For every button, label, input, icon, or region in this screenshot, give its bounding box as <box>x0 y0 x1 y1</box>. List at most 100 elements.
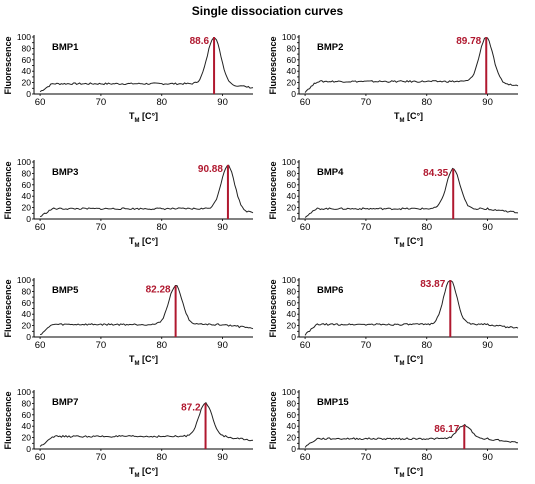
x-axis-label: TM [C°] <box>394 354 423 367</box>
y-tick-label: 40 <box>22 309 32 319</box>
x-tick-label: 70 <box>96 97 107 108</box>
y-tick-label: 40 <box>287 66 297 76</box>
y-tick-label: 20 <box>287 78 297 88</box>
x-tick-label: 90 <box>217 222 228 233</box>
y-tick-label: 40 <box>287 309 297 319</box>
y-tick-label: 20 <box>22 321 32 331</box>
x-tick-label: 60 <box>300 340 311 351</box>
x-axis-label-unit: [C°] <box>139 466 158 476</box>
y-tick-label: 0 <box>291 332 296 342</box>
dissociation-curve <box>304 167 519 218</box>
y-tick-label: 60 <box>287 410 297 420</box>
dissociation-curve <box>304 423 518 448</box>
x-axis-label: TM [C°] <box>129 236 158 249</box>
x-tick-label: 80 <box>156 340 167 351</box>
x-tick-label: 60 <box>300 97 311 108</box>
y-axis-label: Fluorescence <box>3 161 13 219</box>
y-tick-label: 40 <box>287 191 297 201</box>
y-tick-label: 100 <box>17 275 31 285</box>
dissociation-curve <box>39 37 254 93</box>
dissociation-curve <box>39 164 254 218</box>
y-tick-label: 100 <box>282 387 296 397</box>
peak-value-label: 83.87 <box>420 279 445 290</box>
y-tick-label: 0 <box>291 214 296 224</box>
x-tick-label: 90 <box>217 97 228 108</box>
x-axis-label-sub: M <box>399 473 404 479</box>
y-tick-label: 40 <box>22 191 32 201</box>
y-tick-label: 40 <box>22 421 32 431</box>
y-tick-label: 80 <box>287 398 297 408</box>
x-tick-label: 90 <box>482 452 493 463</box>
x-axis-label-main: T <box>394 111 400 121</box>
dissociation-curve <box>304 37 519 93</box>
x-tick-label: 60 <box>35 222 46 233</box>
y-tick-label: 100 <box>282 157 296 167</box>
x-tick-label: 70 <box>361 97 372 108</box>
x-axis-label: TM [C°] <box>394 466 423 479</box>
x-axis-label-sub: M <box>134 473 139 479</box>
x-tick-label: 90 <box>482 222 493 233</box>
x-axis-label: TM [C°] <box>394 111 423 124</box>
y-tick-label: 80 <box>22 168 32 178</box>
x-tick-label: 60 <box>300 222 311 233</box>
x-axis-label: TM [C°] <box>394 236 423 249</box>
x-axis-label-main: T <box>129 354 135 364</box>
y-tick-label: 100 <box>17 387 31 397</box>
x-axis-label-unit: [C°] <box>139 236 158 246</box>
peak-value-label: 90.88 <box>198 164 223 175</box>
x-axis-label-sub: M <box>134 361 139 367</box>
sample-label: BMP3 <box>52 167 78 178</box>
y-tick-label: 80 <box>287 168 297 178</box>
y-tick-label: 60 <box>22 410 32 420</box>
y-tick-label: 80 <box>22 398 32 408</box>
y-tick-label: 20 <box>287 203 297 213</box>
y-axis-label: Fluorescence <box>3 279 13 337</box>
peak-value-label: 89.78 <box>456 36 481 47</box>
y-tick-label: 0 <box>291 444 296 454</box>
x-axis-label-unit: [C°] <box>139 354 158 364</box>
x-axis-label-unit: [C°] <box>404 466 423 476</box>
dissociation-curve <box>304 280 519 336</box>
x-axis-label-unit: [C°] <box>139 111 158 121</box>
x-axis-label-sub: M <box>134 243 139 249</box>
sample-label: BMP4 <box>317 167 344 178</box>
x-tick-label: 80 <box>156 452 167 463</box>
y-tick-label: 80 <box>22 286 32 296</box>
y-tick-label: 100 <box>17 32 31 42</box>
y-tick-label: 20 <box>22 203 32 213</box>
x-tick-label: 60 <box>300 452 311 463</box>
x-tick-label: 70 <box>96 452 107 463</box>
dissociation-curve <box>39 284 254 336</box>
x-tick-label: 80 <box>156 222 167 233</box>
x-tick-label: 70 <box>361 452 372 463</box>
x-tick-label: 60 <box>35 97 46 108</box>
x-tick-label: 70 <box>96 222 107 233</box>
x-axis-label-main: T <box>394 354 400 364</box>
y-tick-label: 80 <box>287 286 297 296</box>
sample-label: BMP6 <box>317 285 343 296</box>
peak-value-label: 82.28 <box>146 285 171 296</box>
y-tick-label: 40 <box>287 421 297 431</box>
y-axis-label: Fluorescence <box>268 36 278 94</box>
y-tick-label: 100 <box>17 157 31 167</box>
sample-label: BMP5 <box>52 285 79 296</box>
x-tick-label: 70 <box>361 340 372 351</box>
peak-value-label: 87.2 <box>181 402 201 413</box>
y-tick-label: 40 <box>22 66 32 76</box>
peak-value-label: 84.35 <box>423 168 448 179</box>
y-tick-label: 0 <box>291 89 296 99</box>
y-tick-label: 60 <box>287 55 297 65</box>
x-tick-label: 80 <box>421 340 432 351</box>
x-tick-label: 80 <box>421 222 432 233</box>
x-axis-label: TM [C°] <box>129 354 158 367</box>
y-axis-label: Fluorescence <box>268 391 278 449</box>
x-tick-label: 80 <box>156 97 167 108</box>
